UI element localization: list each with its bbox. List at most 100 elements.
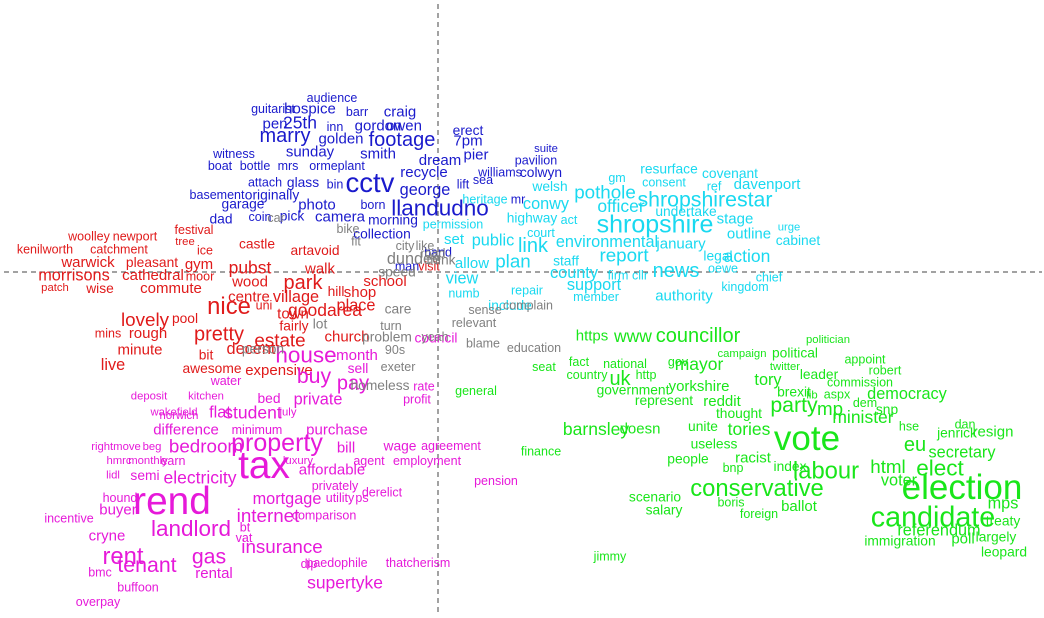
word-cyan: act bbox=[561, 213, 578, 227]
word-blue: glass bbox=[287, 175, 319, 190]
word-cyan: pothole bbox=[574, 182, 636, 203]
word-magenta: paedophile bbox=[306, 556, 367, 570]
word-red: rough bbox=[129, 325, 167, 342]
word-green: immigration bbox=[864, 533, 935, 548]
word-red: moor bbox=[186, 270, 214, 284]
word-cyan: stage bbox=[717, 210, 754, 227]
word-cyan: view bbox=[446, 269, 479, 287]
word-green: largely bbox=[976, 530, 1017, 545]
word-magenta: deposit bbox=[131, 391, 168, 403]
word-blue: originally bbox=[245, 187, 300, 202]
word-cyan: welsh bbox=[531, 179, 567, 194]
word-red: gym bbox=[185, 256, 213, 273]
word-magenta: bed bbox=[257, 391, 280, 406]
word-red: school bbox=[363, 273, 406, 290]
word-blue: witness bbox=[212, 147, 255, 161]
word-green: uk bbox=[609, 368, 631, 390]
word-cyan: chief bbox=[756, 271, 783, 285]
word-green: jenrick bbox=[936, 425, 977, 440]
word-green: http bbox=[636, 368, 657, 382]
word-blue: garage bbox=[222, 197, 265, 212]
word-magenta: month bbox=[336, 347, 378, 364]
word-red: wood bbox=[231, 274, 268, 291]
word-blue: footage bbox=[369, 129, 436, 151]
word-cyan: public bbox=[472, 231, 515, 249]
word-magenta: affordable bbox=[299, 462, 365, 479]
word-magenta: electricity bbox=[164, 468, 237, 488]
word-red: live bbox=[101, 356, 125, 374]
word-green: government bbox=[597, 383, 670, 398]
word-red: awesome bbox=[182, 361, 241, 376]
word-green: salary bbox=[646, 503, 683, 518]
word-magenta: kitchen bbox=[188, 391, 224, 403]
word-magenta: derelict bbox=[362, 485, 403, 499]
word-green: campaign bbox=[718, 348, 767, 360]
word-green: twitter bbox=[770, 361, 800, 373]
word-red: ice bbox=[197, 244, 213, 258]
word-green: country bbox=[567, 368, 609, 382]
word-red: uni bbox=[256, 298, 273, 312]
word-magenta: sell bbox=[348, 361, 369, 376]
word-green: politician bbox=[806, 334, 850, 346]
word-green: democracy bbox=[867, 385, 947, 403]
word-grey: lot bbox=[313, 317, 328, 332]
word-green: leopard bbox=[981, 544, 1027, 559]
word-cyan: cabinet bbox=[776, 233, 821, 248]
word-magenta: vat bbox=[236, 531, 253, 545]
word-magenta: house bbox=[275, 342, 336, 367]
word-red: cathedral bbox=[122, 267, 184, 284]
word-cyan: shropshirestar bbox=[638, 187, 773, 211]
word-green: general bbox=[455, 384, 497, 398]
word-blue: cctv bbox=[346, 167, 395, 198]
word-grey: blame bbox=[466, 337, 500, 351]
word-magenta: thatcherism bbox=[386, 556, 451, 570]
word-grey: education bbox=[507, 341, 561, 355]
word-blue: dad bbox=[209, 211, 232, 226]
word-blue: george bbox=[400, 181, 451, 199]
word-red: place bbox=[337, 296, 376, 314]
word-grey: turn bbox=[380, 319, 402, 333]
word-green: doesn bbox=[620, 421, 661, 438]
word-magenta: student bbox=[224, 402, 282, 422]
word-magenta: buyer bbox=[99, 502, 137, 519]
word-red: castle bbox=[239, 237, 275, 252]
word-magenta: supertyke bbox=[307, 573, 383, 593]
word-blue: colwyn bbox=[520, 165, 562, 180]
word-red: pretty bbox=[194, 323, 244, 345]
word-magenta: utility bbox=[326, 491, 355, 505]
word-blue: suite bbox=[534, 143, 558, 155]
word-magenta: mortgage bbox=[253, 490, 322, 508]
word-green: bnp bbox=[723, 461, 744, 475]
word-grey: car bbox=[267, 211, 284, 225]
word-green: tory bbox=[754, 371, 782, 389]
word-magenta: agreement bbox=[421, 439, 481, 453]
word-magenta: dip bbox=[301, 557, 318, 571]
word-green: dan bbox=[955, 418, 976, 432]
word-cyan: ref bbox=[707, 179, 722, 193]
word-magenta: minimum bbox=[232, 423, 283, 437]
word-magenta: flat bbox=[209, 403, 231, 421]
word-magenta: gas bbox=[192, 545, 226, 569]
word-green: jimmy bbox=[593, 550, 627, 564]
word-green: foreign bbox=[740, 507, 778, 521]
word-grey: speed bbox=[378, 264, 416, 279]
word-red: wise bbox=[85, 281, 114, 296]
word-magenta: pay bbox=[337, 373, 369, 395]
word-blue: basement bbox=[190, 188, 245, 202]
word-blue: audience bbox=[307, 91, 358, 105]
word-blue: 7pm bbox=[453, 132, 482, 149]
word-cyan: support bbox=[567, 276, 622, 294]
word-red: decent bbox=[227, 340, 276, 358]
word-green: eu bbox=[904, 434, 926, 456]
word-green: dem bbox=[853, 396, 877, 410]
word-blue: attach bbox=[248, 176, 282, 190]
word-green: mayor bbox=[675, 354, 724, 374]
word-green: secretary bbox=[929, 443, 997, 461]
word-magenta: rightmove bbox=[91, 441, 141, 453]
word-green: labour bbox=[793, 458, 859, 485]
word-grey: fit bbox=[351, 234, 361, 248]
word-green: scenario bbox=[629, 490, 681, 505]
word-magenta: purchase bbox=[306, 422, 368, 439]
word-cyan: heritage bbox=[462, 192, 507, 206]
